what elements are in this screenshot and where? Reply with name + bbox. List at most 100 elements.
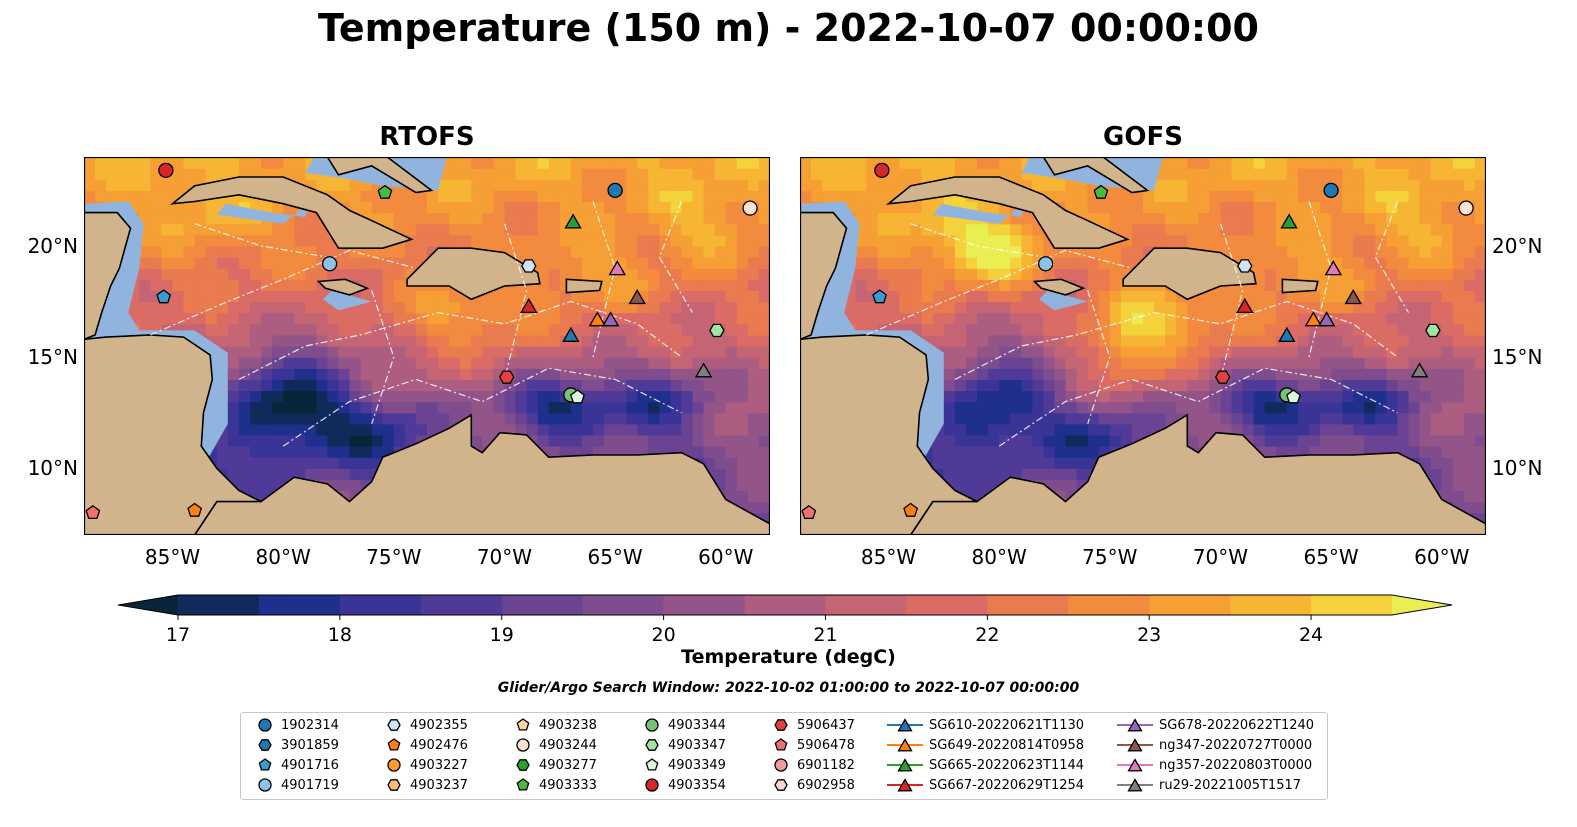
y-tick-label-left: 10°N: [27, 456, 78, 481]
legend: 1902314 3901859 4901716 4901719 4902355 49024…: [240, 712, 1328, 800]
marker-4901719: [321, 256, 338, 272]
hexagon-icon: [258, 739, 272, 751]
land-yucatan: [84, 211, 132, 341]
legend-entry: SG678-20220622T1240: [1117, 716, 1314, 734]
legend-entry: ru29-20221005T1517: [1117, 776, 1301, 794]
legend-entry: 4903349: [642, 756, 726, 774]
gofs-map[interactable]: [800, 157, 1486, 535]
x-tick-label: 60°W: [1414, 545, 1470, 569]
marker-4903347: [709, 323, 725, 338]
legend-label: 4903349: [668, 757, 726, 773]
x-tick-label: 70°W: [1192, 545, 1249, 569]
x-tick-label: 85°W: [144, 545, 201, 569]
marker-ng347-20220727T0000: [628, 288, 646, 305]
x-tick-label: 85°W: [860, 545, 917, 569]
legend-label: 4903354: [668, 777, 726, 793]
colorbar-min-extend: [118, 595, 178, 615]
legend-entry: 4903333: [513, 776, 597, 794]
legend-label: 4903344: [668, 717, 726, 733]
legend-entry: SG649-20220814T0958: [887, 736, 1084, 754]
land-hispaniola: [406, 247, 541, 301]
x-tick-label: 65°W: [587, 545, 643, 569]
triangle-icon: [1127, 758, 1143, 772]
search-window-note: Glider/Argo Search Window: 2022-10-02 01…: [497, 680, 1080, 696]
legend-label: SG649-20220814T0958: [929, 737, 1085, 753]
marker-5906478: [801, 504, 817, 520]
marker-5906437: [498, 370, 515, 384]
legend-entry: 4902355: [384, 716, 468, 734]
triangle-icon: [1127, 718, 1143, 732]
marker-4903354: [158, 162, 174, 178]
legend-label: ng357-20220803T0000: [1159, 757, 1313, 773]
legend-entry: 4901716: [255, 756, 339, 774]
marker-SG678-20220622T1240: [601, 311, 620, 327]
legend-label: ng347-20220727T0000: [1159, 737, 1313, 753]
marker-4902355: [521, 259, 537, 273]
y-tick-label-right: 15°N: [1492, 345, 1543, 370]
marker-4901719: [1037, 256, 1054, 272]
legend-entry: 5906437: [771, 716, 855, 734]
land-cuba: [885, 176, 1130, 249]
legend-entry: 4901719: [255, 776, 339, 794]
colorbar-band: [906, 595, 988, 615]
colorbar-tick-label: 18: [328, 624, 352, 646]
legend-entry: 4903354: [642, 776, 726, 794]
triangle-icon: [897, 718, 913, 732]
y-tick-label-left: 15°N: [27, 345, 78, 370]
circle-icon: [645, 718, 659, 732]
legend-entry: ng357-20220803T0000: [1117, 756, 1312, 774]
rtofs-map[interactable]: [84, 157, 770, 535]
pentagon-icon: [516, 778, 530, 791]
legend-entry: 4903227: [384, 756, 468, 774]
land-bahamas: [1042, 157, 1150, 194]
x-tick-label: 75°W: [1082, 545, 1138, 569]
hexagon-icon: [387, 779, 401, 791]
legend-entry: SG610-20220621T1130: [887, 716, 1084, 734]
legend-label: 4903347: [668, 737, 726, 753]
triangle-icon: [897, 758, 913, 772]
marker-ru29-20221005T1517: [694, 362, 713, 378]
marker-4903333: [1093, 184, 1109, 199]
land-southAmerica: [84, 413, 770, 535]
triangle-icon: [1127, 738, 1143, 752]
colorbar-band: [825, 595, 907, 615]
y-tick-label-right: 20°N: [1492, 233, 1543, 258]
colorbar-tick-label: 23: [1137, 624, 1161, 646]
x-tick-label: 80°W: [255, 545, 311, 569]
colorbar-tick-label: 17: [166, 624, 190, 646]
legend-label: 3901859: [281, 737, 339, 753]
land-southAmerica: [800, 413, 1486, 535]
legend-entry: 4903344: [642, 716, 726, 734]
triangle-icon: [897, 778, 913, 792]
legend-label: 4903227: [410, 757, 468, 773]
y-tick-label-left: 20°N: [27, 233, 78, 258]
x-tick-label: 60°W: [698, 545, 754, 569]
legend-label: 4901719: [281, 777, 339, 793]
marker-ng357-20220803T0000: [608, 260, 627, 276]
figure-title: Temperature (150 m) - 2022-10-07 00:00:0…: [317, 6, 1259, 50]
marker-ng357-20220803T0000: [1324, 260, 1343, 276]
legend-label: 4903238: [539, 717, 597, 733]
legend-label: SG610-20220621T1130: [929, 717, 1085, 733]
colorbar-band: [1311, 595, 1393, 615]
marker-SG649-20220814T0958: [588, 311, 607, 327]
colorbar-band: [501, 595, 584, 615]
hexagon-icon: [774, 719, 788, 731]
marker-4902476: [187, 502, 203, 517]
marker-4903349: [1286, 389, 1301, 404]
pentagon-icon: [516, 718, 530, 731]
legend-entry: SG667-20220629T1254: [887, 776, 1084, 794]
marker-4903354: [874, 162, 890, 178]
x-tick-label: 80°W: [971, 545, 1027, 569]
marker-ru29-20221005T1517: [1410, 362, 1429, 378]
pentagon-icon: [645, 758, 659, 771]
colorbar-band: [744, 595, 826, 615]
marker-SG610-20220621T1130: [1278, 326, 1296, 342]
panel-title-gofs: GOFS: [1103, 122, 1183, 152]
legend-entry: 4902476: [384, 736, 468, 754]
circle-icon: [774, 758, 788, 772]
legend-label: 1902314: [281, 717, 339, 733]
circle-icon: [258, 778, 272, 792]
legend-label: 4902476: [410, 737, 468, 753]
colorbar-band: [1068, 595, 1150, 615]
